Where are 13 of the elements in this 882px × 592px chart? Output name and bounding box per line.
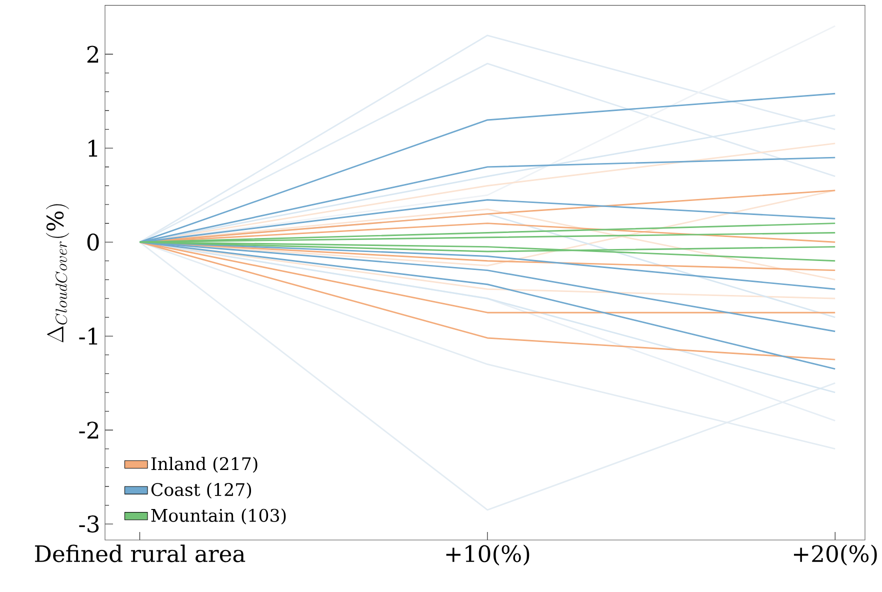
y-tick-label: -2 (79, 422, 98, 438)
legend-label: Inland (217) (151, 456, 258, 473)
y-tick-label: -1 (79, 328, 98, 344)
x-tick-label: +20(%) (794, 544, 877, 566)
legend-label: Coast (127) (151, 482, 252, 499)
y-tick-label: -3 (79, 515, 99, 533)
y-tick-label: 2 (87, 46, 98, 63)
legend-label: Mountain (103) (151, 508, 286, 524)
y-tick-label: 0 (87, 234, 99, 251)
y-axis-title: $\Delta_{CloudCover}(\%)$ (46, 204, 70, 342)
y-tick-label: 1 (88, 140, 98, 157)
x-tick-label: Defined rural area (35, 544, 246, 562)
x-tick-label: +10(%) (446, 544, 530, 566)
